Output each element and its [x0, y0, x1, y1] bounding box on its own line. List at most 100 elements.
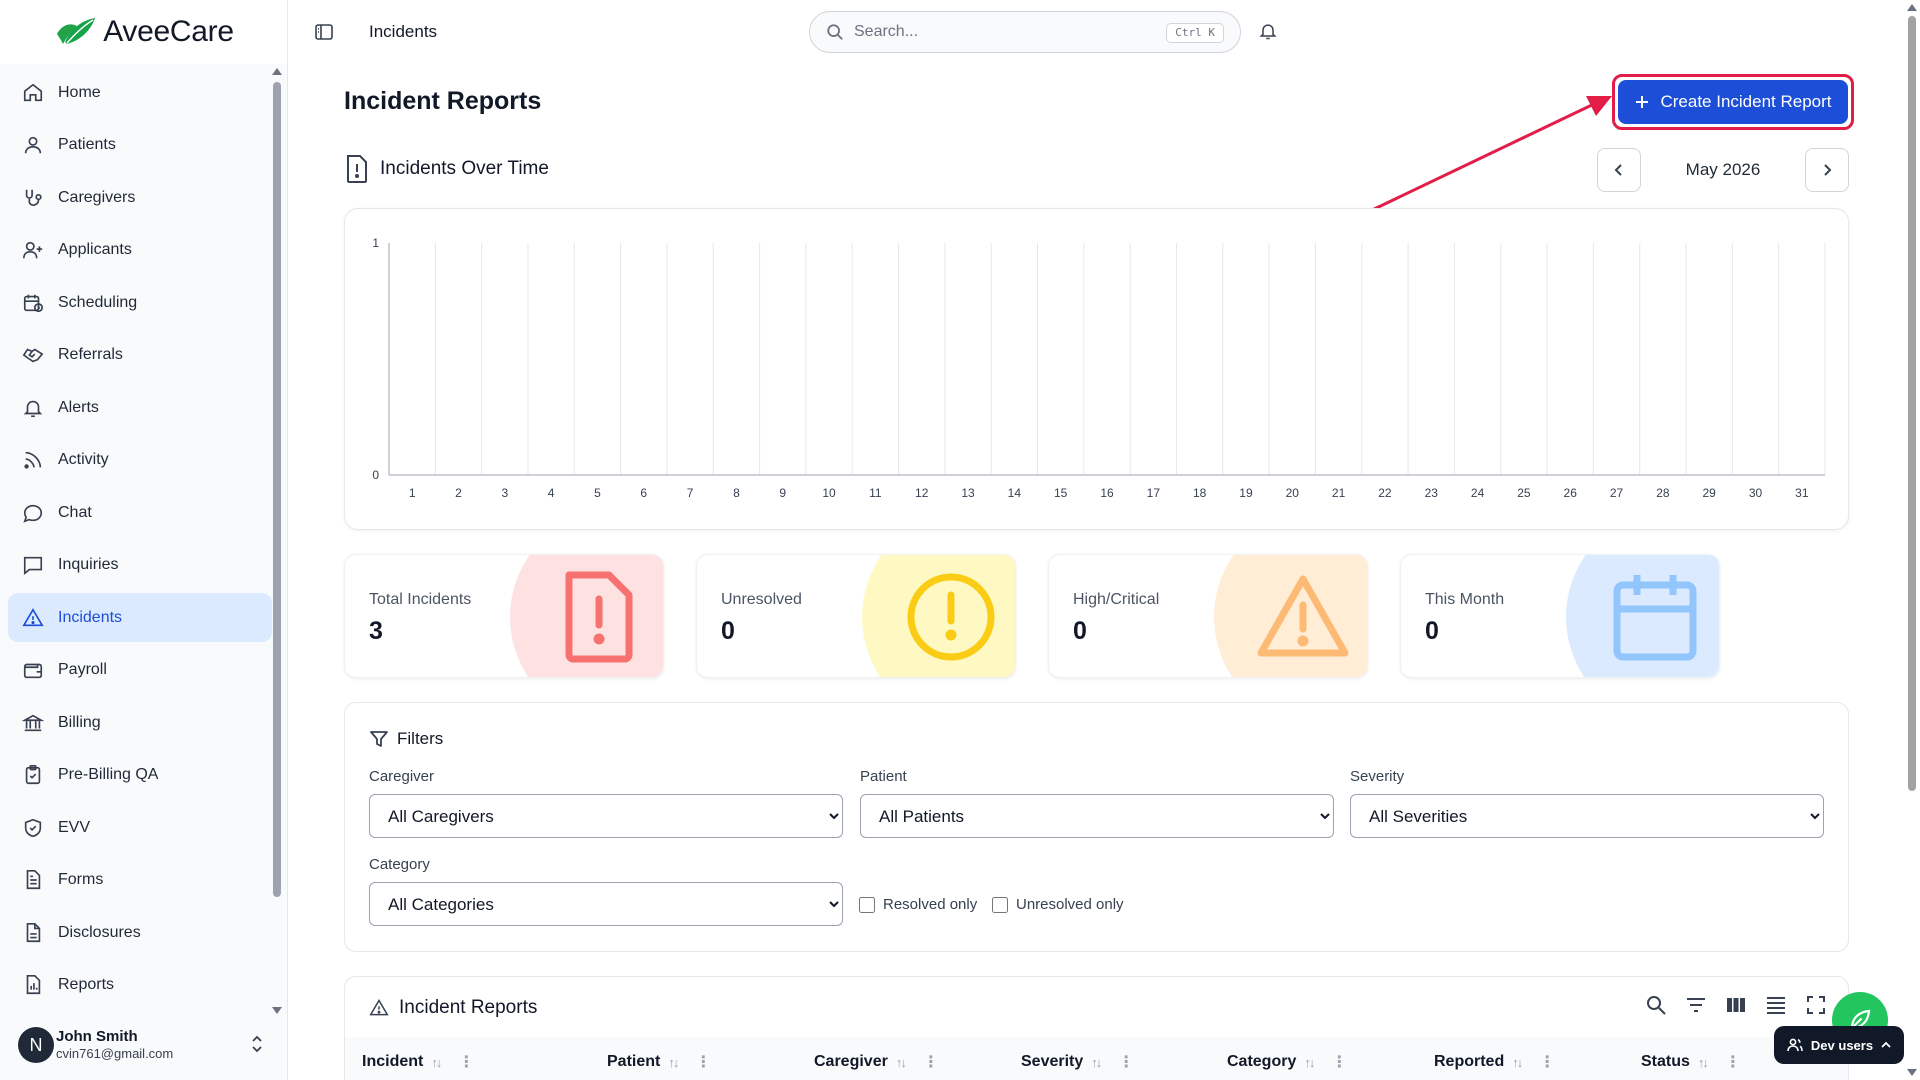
- window-scroll-thumb[interactable]: [1908, 16, 1916, 791]
- sidebar-item-disclosures[interactable]: Disclosures: [8, 908, 272, 957]
- column-header-severity[interactable]: Severity ↑↓ ⋮: [1021, 1052, 1134, 1072]
- sort-arrows-icon[interactable]: ↑↓: [431, 1054, 442, 1070]
- chart-x-tick-label: 18: [1193, 486, 1207, 500]
- user-menu[interactable]: N John Smith cvin761@gmail.com: [18, 1022, 274, 1068]
- sort-arrows-icon[interactable]: ↑↓: [1091, 1054, 1102, 1070]
- sidebar-scroll-thumb[interactable]: [273, 82, 281, 897]
- sort-arrows-icon[interactable]: ↑↓: [895, 1054, 907, 1070]
- unresolved-only-input[interactable]: [992, 896, 1008, 913]
- highlight-box: Create Incident Report: [1612, 74, 1854, 130]
- columns-icon[interactable]: [1724, 993, 1748, 1017]
- scroll-down-arrow-icon[interactable]: [272, 1007, 282, 1014]
- patient-select[interactable]: All Patients: [860, 794, 1334, 838]
- search-icon[interactable]: [1644, 993, 1668, 1017]
- filters-header: Filters: [369, 729, 443, 749]
- sort-arrows-icon[interactable]: ↑↓: [668, 1054, 679, 1070]
- page-title: Incident Reports: [344, 87, 542, 115]
- sidebar-toggle-icon[interactable]: [314, 22, 334, 42]
- sort-arrows-icon[interactable]: ↑↓: [1697, 1054, 1709, 1070]
- chevrons-up-down-icon[interactable]: [250, 1034, 264, 1054]
- sidebar-item-reports[interactable]: Reports: [8, 961, 272, 1010]
- chart-x-tick-label: 7: [687, 486, 694, 500]
- search-box[interactable]: Ctrl K: [809, 11, 1241, 53]
- column-menu-icon[interactable]: ⋮: [1539, 1054, 1556, 1071]
- sidebar-item-incidents[interactable]: Incidents: [8, 593, 272, 642]
- sidebar-item-patients[interactable]: Patients: [8, 121, 272, 170]
- sidebar-item-chat[interactable]: Chat: [8, 488, 272, 537]
- create-button-label: Create Incident Report: [1660, 92, 1832, 111]
- scroll-up-arrow-icon[interactable]: [1907, 4, 1917, 11]
- search-input[interactable]: [854, 23, 1154, 41]
- column-menu-icon[interactable]: ⋮: [1331, 1054, 1348, 1071]
- column-header-caregiver[interactable]: Caregiver ↑↓ ⋮: [814, 1052, 939, 1072]
- chart-x-tick-label: 15: [1054, 486, 1068, 500]
- sidebar-item-evv[interactable]: EVV: [8, 803, 272, 852]
- sort-arrows-icon[interactable]: ↑↓: [1304, 1054, 1315, 1070]
- stat-label: This Month: [1425, 591, 1505, 608]
- resolved-only-input[interactable]: [859, 896, 875, 913]
- sidebar-item-applicants[interactable]: Applicants: [8, 226, 272, 275]
- sidebar-scrollbar[interactable]: [271, 66, 283, 1016]
- sidebar-item-label: Reports: [58, 976, 115, 993]
- chart-x-tick-label: 13: [961, 486, 975, 500]
- create-incident-report-button[interactable]: Create Incident Report: [1618, 80, 1848, 124]
- density-icon[interactable]: [1764, 993, 1788, 1017]
- sidebar-item-label: Scheduling: [58, 293, 138, 311]
- sidebar-item-home[interactable]: Home: [8, 68, 272, 117]
- resolved-only-checkbox[interactable]: Resolved only: [859, 896, 977, 913]
- severity-select[interactable]: All Severities: [1350, 794, 1824, 838]
- file-chart-icon: [26, 975, 41, 995]
- file-alert-icon: [347, 155, 367, 183]
- sidebar-item-forms[interactable]: Forms: [8, 856, 272, 905]
- sidebar-item-alerts[interactable]: Alerts: [8, 383, 272, 432]
- file-alert-icon: [565, 571, 633, 663]
- sidebar-item-pre-billing-qa[interactable]: Pre-Billing QA: [8, 751, 272, 800]
- chart-x-tick-label: 10: [822, 486, 836, 500]
- sidebar-item-label: EVV: [58, 818, 91, 836]
- next-month-button[interactable]: [1805, 148, 1849, 192]
- column-menu-icon[interactable]: ⋮: [1118, 1054, 1135, 1071]
- column-header-patient[interactable]: Patient ↑↓ ⋮: [607, 1052, 711, 1072]
- scroll-down-arrow-icon[interactable]: [1907, 1069, 1917, 1076]
- notifications-bell-icon[interactable]: [1258, 21, 1278, 41]
- sidebar-item-label: Payroll: [58, 661, 107, 678]
- leaf-logo-icon: [57, 18, 96, 44]
- dev-users-button[interactable]: Dev users: [1774, 1026, 1904, 1064]
- sidebar-item-referrals[interactable]: Referrals: [8, 331, 272, 380]
- column-header-category[interactable]: Category ↑↓ ⋮: [1227, 1052, 1347, 1072]
- sidebar-item-activity[interactable]: Activity: [8, 436, 272, 485]
- search-icon: [827, 24, 843, 40]
- column-label: Patient: [607, 1053, 661, 1070]
- chart-x-tick-label: 26: [1564, 486, 1578, 500]
- unresolved-only-label: Unresolved only: [1016, 896, 1124, 913]
- column-menu-icon[interactable]: ⋮: [1724, 1054, 1741, 1071]
- caregiver-select[interactable]: All Caregivers: [369, 794, 843, 838]
- filter-lines-icon[interactable]: [1684, 993, 1708, 1017]
- category-select[interactable]: All Categories: [369, 882, 843, 926]
- user-name: John Smith: [56, 1028, 138, 1045]
- column-menu-icon[interactable]: ⋮: [458, 1054, 475, 1071]
- unresolved-only-checkbox[interactable]: Unresolved only: [992, 896, 1124, 913]
- column-header-incident[interactable]: Incident ↑↓ ⋮: [362, 1052, 474, 1072]
- clipboard-check-icon: [25, 765, 41, 785]
- sidebar-item-billing[interactable]: Billing: [8, 698, 272, 747]
- window-scrollbar[interactable]: [1904, 0, 1920, 1080]
- fullscreen-icon[interactable]: [1804, 993, 1828, 1017]
- sort-arrows-icon[interactable]: ↑↓: [1512, 1054, 1523, 1070]
- column-header-status[interactable]: Status ↑↓ ⋮: [1641, 1052, 1741, 1072]
- chart-x-tick-label: 4: [548, 486, 555, 500]
- sidebar-item-caregivers[interactable]: Caregivers: [8, 173, 272, 222]
- previous-month-button[interactable]: [1597, 148, 1641, 192]
- sidebar-item-payroll[interactable]: Payroll: [8, 646, 272, 695]
- scroll-up-arrow-icon[interactable]: [272, 68, 282, 75]
- chart-section-header: Incidents Over Time: [344, 154, 549, 184]
- column-menu-icon[interactable]: ⋮: [695, 1054, 712, 1071]
- brand[interactable]: AveeCare: [0, 0, 287, 64]
- sidebar-item-inquiries[interactable]: Inquiries: [8, 541, 272, 590]
- column-header-reported[interactable]: Reported ↑↓ ⋮: [1434, 1052, 1555, 1072]
- sidebar-item-label: Caregivers: [58, 188, 136, 206]
- stat-label: Unresolved: [721, 591, 802, 608]
- user-info: John Smith cvin761@gmail.com: [56, 1028, 173, 1062]
- column-menu-icon[interactable]: ⋮: [922, 1054, 939, 1071]
- sidebar-item-scheduling[interactable]: Scheduling: [8, 278, 272, 327]
